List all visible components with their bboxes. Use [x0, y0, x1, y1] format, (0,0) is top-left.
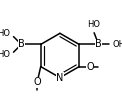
Text: HO: HO: [0, 50, 10, 59]
Text: O: O: [34, 77, 41, 87]
Text: OH: OH: [113, 40, 122, 49]
Text: B: B: [95, 39, 102, 49]
Text: O: O: [86, 62, 94, 72]
Text: N: N: [56, 73, 64, 83]
Text: HO: HO: [88, 20, 101, 29]
Text: B: B: [18, 39, 25, 49]
Text: O: O: [34, 94, 41, 103]
Text: HO: HO: [0, 29, 10, 38]
